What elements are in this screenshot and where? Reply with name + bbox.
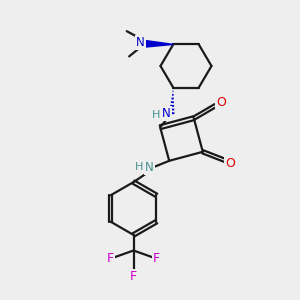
Text: F: F — [107, 252, 114, 265]
Text: F: F — [130, 270, 137, 284]
Polygon shape — [145, 40, 173, 47]
Text: F: F — [153, 252, 160, 265]
Text: O: O — [216, 96, 226, 109]
Text: N: N — [145, 161, 154, 174]
Text: O: O — [225, 157, 235, 170]
Text: H: H — [135, 162, 143, 172]
Text: H: H — [152, 110, 160, 120]
Text: N: N — [162, 107, 171, 120]
Text: N: N — [136, 36, 145, 49]
